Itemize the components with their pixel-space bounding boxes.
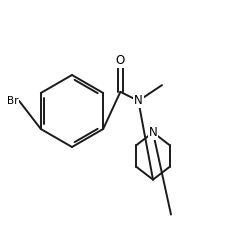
Text: O: O <box>116 54 125 67</box>
Text: N: N <box>149 126 157 139</box>
Text: N: N <box>134 94 143 107</box>
Text: Br: Br <box>7 96 18 106</box>
